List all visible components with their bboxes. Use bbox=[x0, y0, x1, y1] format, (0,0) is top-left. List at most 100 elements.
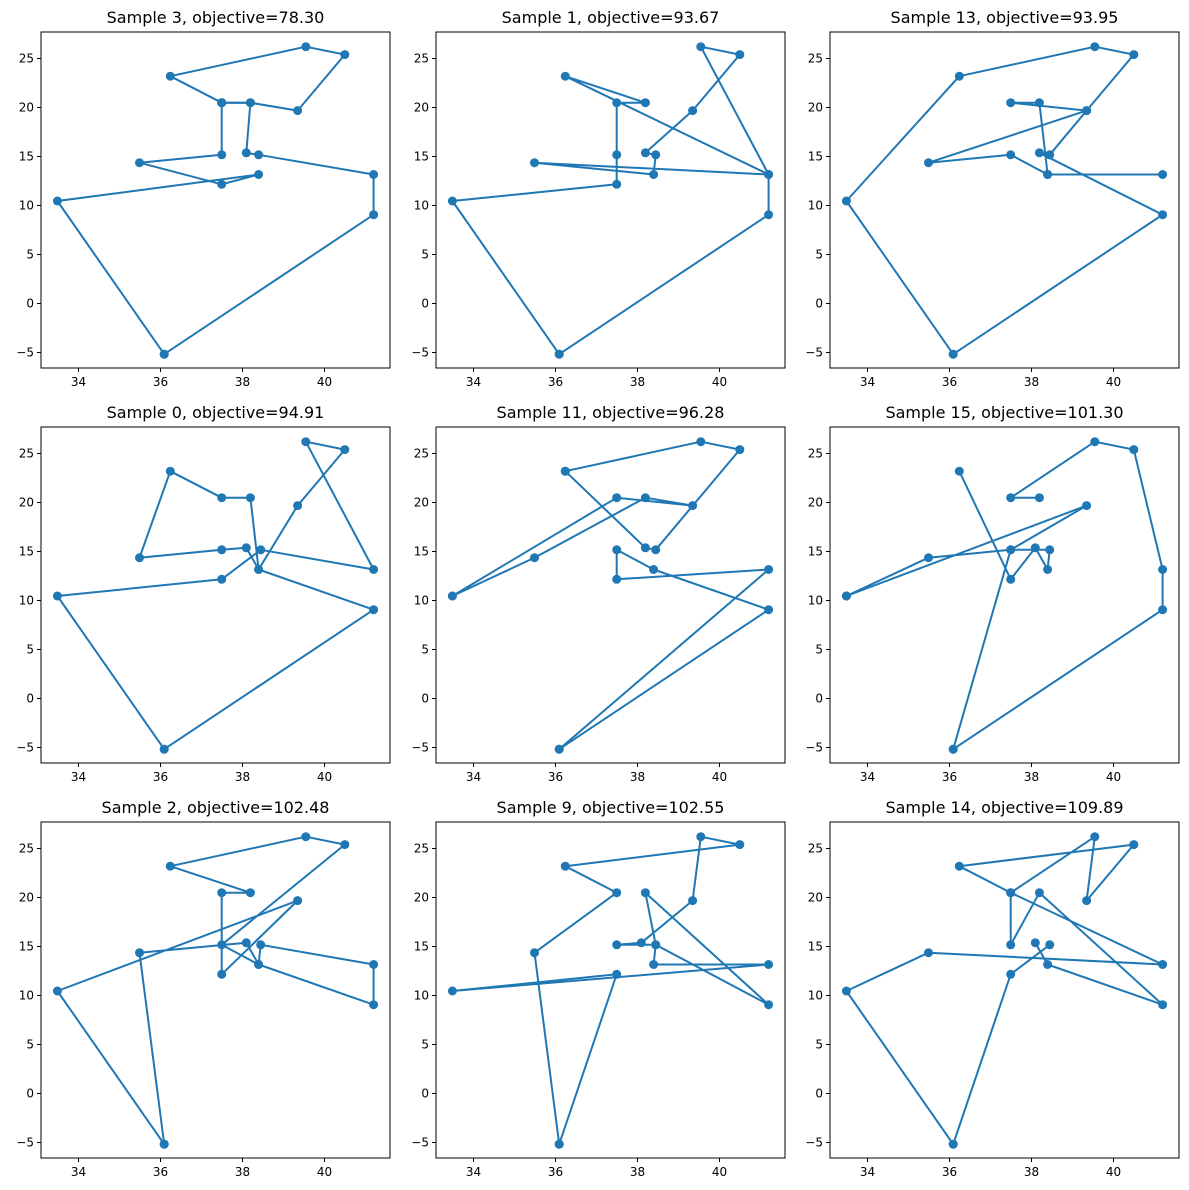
y-tick-label: 10 bbox=[414, 199, 429, 213]
y-tick-label: 20 bbox=[414, 496, 429, 510]
y-tick-label: 25 bbox=[808, 52, 823, 66]
x-tick-label: 36 bbox=[153, 770, 168, 784]
city-point bbox=[245, 98, 255, 108]
y-tick-label: −5 bbox=[805, 346, 823, 360]
x-tick-label: 34 bbox=[860, 1165, 875, 1179]
city-point bbox=[369, 605, 379, 615]
y-tick-label: 25 bbox=[414, 447, 429, 461]
subplot-4: Sample 11, objective=96.28 34 36 38 40 −5 0 5 10… bbox=[411, 403, 786, 784]
y-tick-label: 15 bbox=[414, 150, 429, 164]
city-point bbox=[764, 170, 774, 179]
y-tick-label: −5 bbox=[411, 741, 429, 755]
subplot-title: Sample 14, objective=109.89 bbox=[885, 798, 1123, 817]
city-point bbox=[369, 210, 379, 220]
x-tick-label: 36 bbox=[153, 1165, 168, 1179]
city-point bbox=[1030, 938, 1040, 948]
x-tick-label: 40 bbox=[317, 770, 332, 784]
subplot-title: Sample 1, objective=93.67 bbox=[502, 8, 720, 27]
city-point bbox=[159, 349, 169, 359]
city-point bbox=[735, 50, 745, 60]
city-point bbox=[217, 150, 227, 160]
city-point bbox=[612, 969, 622, 979]
y-tick-label: 5 bbox=[421, 248, 429, 262]
city-point bbox=[293, 501, 303, 511]
x-tick-label: 38 bbox=[1024, 375, 1039, 389]
city-point bbox=[1082, 896, 1092, 906]
y-tick-label: 15 bbox=[19, 940, 34, 954]
city-point bbox=[764, 960, 774, 969]
city-point bbox=[696, 832, 706, 842]
city-point bbox=[254, 170, 264, 179]
city-point bbox=[217, 545, 227, 555]
city-point bbox=[369, 1000, 379, 1010]
y-tick-label: 5 bbox=[26, 1038, 34, 1052]
y-tick-label: 5 bbox=[26, 643, 34, 657]
x-tick-label: 34 bbox=[860, 770, 875, 784]
city-point bbox=[254, 960, 264, 969]
route-line-0 bbox=[56, 101, 375, 356]
y-tick-label: 10 bbox=[414, 594, 429, 608]
city-point bbox=[948, 744, 958, 754]
city-point bbox=[1129, 50, 1139, 60]
x-tick-label: 36 bbox=[548, 1165, 563, 1179]
y-tick-label: 0 bbox=[26, 692, 34, 706]
city-point bbox=[640, 98, 650, 108]
city-point bbox=[165, 861, 175, 871]
city-point bbox=[217, 98, 227, 108]
city-point bbox=[1043, 960, 1053, 969]
city-point bbox=[530, 948, 539, 958]
city-point bbox=[612, 888, 622, 898]
city-point bbox=[1082, 501, 1092, 511]
y-tick-label: 20 bbox=[19, 496, 34, 510]
subplot-8: Sample 14, objective=109.89 34 36 38 40 −5 0 5 1… bbox=[805, 798, 1180, 1179]
city-point bbox=[640, 148, 650, 158]
y-tick-label: 15 bbox=[19, 150, 34, 164]
city-point bbox=[245, 888, 255, 898]
city-point bbox=[954, 466, 964, 476]
city-point bbox=[1045, 545, 1055, 555]
city-point bbox=[369, 565, 379, 574]
city-point bbox=[241, 148, 251, 158]
city-point bbox=[254, 565, 264, 574]
city-point bbox=[651, 150, 661, 160]
x-tick-label: 38 bbox=[630, 770, 645, 784]
y-tick-label: 5 bbox=[421, 643, 429, 657]
city-point bbox=[1129, 840, 1139, 850]
city-point bbox=[764, 1000, 774, 1010]
city-point bbox=[369, 960, 379, 969]
city-point bbox=[1006, 969, 1016, 979]
x-tick-label: 38 bbox=[630, 1165, 645, 1179]
y-tick-label: 15 bbox=[808, 545, 823, 559]
y-tick-label: 15 bbox=[808, 150, 823, 164]
subplot-title: Sample 0, objective=94.91 bbox=[107, 403, 325, 422]
x-tick-label: 40 bbox=[1106, 375, 1121, 389]
city-point bbox=[217, 888, 227, 898]
plot-frame bbox=[40, 426, 391, 764]
x-tick-label: 34 bbox=[466, 770, 481, 784]
plot-frame bbox=[40, 31, 391, 369]
y-tick-label: −5 bbox=[411, 346, 429, 360]
city-point bbox=[1129, 445, 1139, 455]
x-tick-label: 34 bbox=[466, 375, 481, 389]
y-tick-label: 5 bbox=[815, 248, 823, 262]
city-point bbox=[52, 591, 62, 601]
city-point bbox=[612, 98, 622, 108]
city-point bbox=[649, 960, 659, 969]
route-line-0 bbox=[952, 440, 1164, 751]
y-tick-label: 0 bbox=[815, 1087, 823, 1101]
y-tick-label: 10 bbox=[808, 199, 823, 213]
city-point bbox=[688, 501, 698, 511]
city-point bbox=[135, 553, 144, 563]
y-tick-label: 25 bbox=[19, 52, 34, 66]
city-point bbox=[217, 179, 227, 189]
plot-frame bbox=[435, 821, 786, 1159]
city-point bbox=[217, 969, 227, 979]
city-point bbox=[924, 948, 933, 958]
city-point bbox=[640, 888, 650, 898]
city-point bbox=[1034, 888, 1044, 898]
x-tick-label: 34 bbox=[71, 375, 86, 389]
city-point bbox=[159, 744, 169, 754]
x-tick-label: 40 bbox=[712, 375, 727, 389]
y-tick-label: 25 bbox=[414, 52, 429, 66]
city-point bbox=[612, 574, 622, 584]
